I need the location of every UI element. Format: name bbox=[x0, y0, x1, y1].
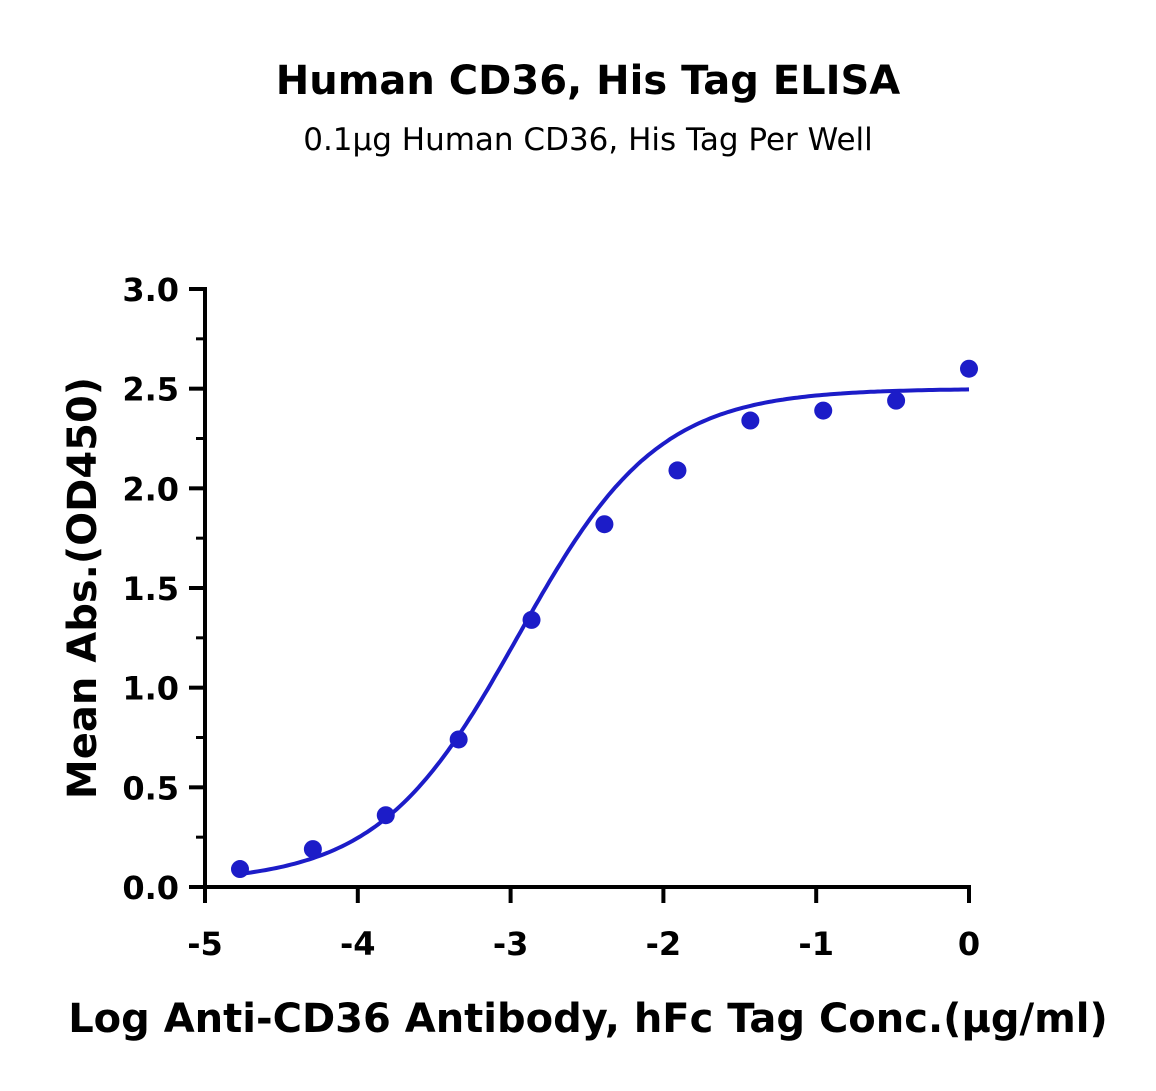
fit-curve bbox=[239, 387, 970, 876]
y-tick-label: 1.0 bbox=[122, 670, 179, 708]
y-tick-label: 2.5 bbox=[122, 371, 179, 409]
data-point bbox=[814, 401, 833, 420]
data-point bbox=[230, 860, 249, 879]
chart-title: Human CD36, His Tag ELISA bbox=[276, 58, 900, 104]
data-point bbox=[449, 730, 468, 749]
y-tick-label: 3.0 bbox=[122, 271, 179, 309]
chart-subtitle: 0.1μg Human CD36, His Tag Per Well bbox=[303, 122, 873, 158]
data-point bbox=[668, 461, 687, 480]
y-tick-label: 1.5 bbox=[122, 570, 179, 608]
data-point bbox=[887, 391, 906, 410]
x-axis-label: Log Anti-CD36 Antibody, hFc Tag Conc.(μg… bbox=[68, 996, 1108, 1042]
data-point bbox=[522, 610, 541, 629]
y-tick-label: 2.0 bbox=[122, 470, 179, 508]
y-axis-label: Mean Abs.(OD450) bbox=[60, 377, 106, 799]
x-tick-label: -3 bbox=[493, 925, 529, 963]
x-tick-label: -4 bbox=[340, 925, 376, 963]
data-point bbox=[741, 411, 760, 430]
y-tick-label: 0.0 bbox=[122, 869, 179, 907]
data-point bbox=[303, 840, 322, 859]
x-tick-label: -5 bbox=[187, 925, 223, 963]
y-tick-label: 0.5 bbox=[122, 769, 179, 807]
x-tick-label: -2 bbox=[646, 925, 682, 963]
data-point bbox=[960, 359, 978, 378]
data-point bbox=[376, 806, 395, 825]
data-point bbox=[595, 515, 614, 534]
x-tick-label: -1 bbox=[798, 925, 834, 963]
x-tick-label: 0 bbox=[958, 925, 980, 963]
